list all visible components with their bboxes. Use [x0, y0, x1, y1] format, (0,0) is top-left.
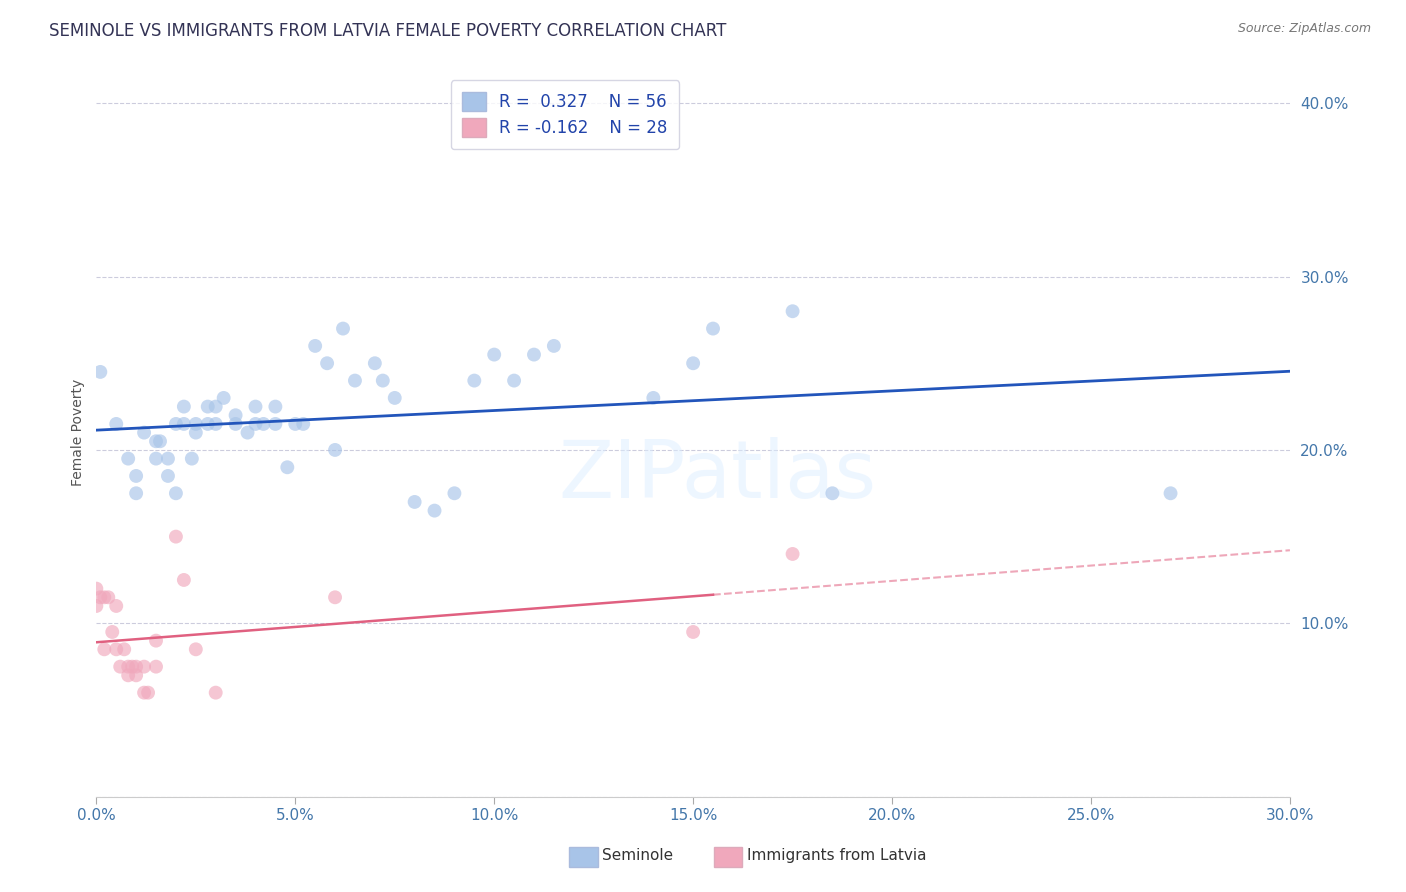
Point	[117, 451, 139, 466]
Point	[225, 417, 247, 431]
Point	[252, 417, 274, 431]
Point	[156, 469, 179, 483]
Point	[125, 469, 148, 483]
Point	[702, 321, 724, 335]
Point	[89, 365, 111, 379]
Point	[173, 573, 195, 587]
Point	[643, 391, 665, 405]
Point	[443, 486, 465, 500]
Point	[371, 374, 394, 388]
Point	[225, 409, 247, 423]
Point	[165, 417, 187, 431]
Point	[482, 348, 505, 362]
Point	[543, 339, 565, 353]
Point	[682, 356, 704, 370]
Point	[1160, 486, 1182, 500]
Point	[105, 599, 128, 613]
Point	[97, 591, 120, 605]
Point	[276, 460, 298, 475]
Point	[264, 417, 287, 431]
Point	[245, 400, 267, 414]
Point	[125, 486, 148, 500]
Point	[86, 599, 108, 613]
Point	[364, 356, 387, 370]
Point	[101, 624, 124, 639]
Point	[343, 374, 366, 388]
Point	[110, 659, 132, 673]
Point	[782, 547, 804, 561]
Point	[156, 451, 179, 466]
Point	[292, 417, 315, 431]
Point	[197, 417, 219, 431]
Y-axis label: Female Poverty: Female Poverty	[72, 379, 86, 486]
Point	[523, 348, 546, 362]
Point	[821, 486, 844, 500]
Point	[145, 451, 167, 466]
Text: Source: ZipAtlas.com: Source: ZipAtlas.com	[1237, 22, 1371, 36]
Point	[121, 659, 143, 673]
Point	[782, 304, 804, 318]
Point	[112, 642, 135, 657]
Point	[117, 668, 139, 682]
Point	[117, 659, 139, 673]
Point	[503, 374, 526, 388]
Point	[197, 400, 219, 414]
Point	[384, 391, 406, 405]
Point	[245, 417, 267, 431]
Point	[125, 659, 148, 673]
Point	[264, 400, 287, 414]
Point	[204, 686, 226, 700]
Point	[236, 425, 259, 440]
Point	[184, 425, 207, 440]
Point	[284, 417, 307, 431]
Point	[184, 417, 207, 431]
Point	[180, 451, 202, 466]
Point	[132, 686, 155, 700]
Point	[316, 356, 339, 370]
Text: Immigrants from Latvia: Immigrants from Latvia	[747, 848, 927, 863]
Point	[173, 417, 195, 431]
Point	[145, 633, 167, 648]
Point	[332, 321, 354, 335]
Point	[184, 642, 207, 657]
Point	[145, 659, 167, 673]
Point	[105, 642, 128, 657]
Point	[404, 495, 426, 509]
Text: SEMINOLE VS IMMIGRANTS FROM LATVIA FEMALE POVERTY CORRELATION CHART: SEMINOLE VS IMMIGRANTS FROM LATVIA FEMAL…	[49, 22, 727, 40]
Point	[173, 400, 195, 414]
Point	[132, 659, 155, 673]
Point	[136, 686, 159, 700]
Legend: R =  0.327    N = 56, R = -0.162    N = 28: R = 0.327 N = 56, R = -0.162 N = 28	[451, 80, 679, 149]
Point	[423, 503, 446, 517]
Point	[89, 591, 111, 605]
Point	[165, 530, 187, 544]
Point	[304, 339, 326, 353]
Point	[145, 434, 167, 449]
Point	[204, 417, 226, 431]
Point	[125, 668, 148, 682]
Point	[682, 624, 704, 639]
Text: Seminole: Seminole	[602, 848, 673, 863]
Point	[93, 591, 115, 605]
Point	[165, 486, 187, 500]
Point	[93, 642, 115, 657]
Point	[323, 442, 346, 457]
Point	[86, 582, 108, 596]
Point	[149, 434, 172, 449]
Point	[132, 425, 155, 440]
Text: ZIPatlas: ZIPatlas	[558, 437, 876, 516]
Point	[323, 591, 346, 605]
Point	[463, 374, 485, 388]
Point	[105, 417, 128, 431]
Point	[212, 391, 235, 405]
Point	[204, 400, 226, 414]
